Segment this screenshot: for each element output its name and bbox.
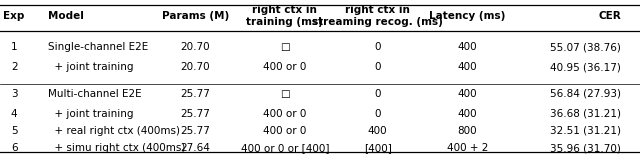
Text: 40.95 (36.17): 40.95 (36.17) <box>550 62 621 72</box>
Text: 400 + 2: 400 + 2 <box>447 143 488 153</box>
Text: 5: 5 <box>11 126 17 136</box>
Text: 400: 400 <box>458 89 477 99</box>
Text: Single-channel E2E: Single-channel E2E <box>48 42 148 52</box>
Text: [400]: [400] <box>364 143 392 153</box>
Text: right ctx in
training (ms): right ctx in training (ms) <box>246 5 323 27</box>
Text: + joint training: + joint training <box>48 109 134 119</box>
Text: Exp: Exp <box>3 11 25 21</box>
Text: Model: Model <box>48 11 84 21</box>
Text: 6: 6 <box>11 143 17 153</box>
Text: □: □ <box>280 89 290 99</box>
Text: 400 or 0 or [400]: 400 or 0 or [400] <box>241 143 329 153</box>
Text: 2: 2 <box>11 62 17 72</box>
Text: 20.70: 20.70 <box>180 62 210 72</box>
Text: 35.96 (31.70): 35.96 (31.70) <box>550 143 621 153</box>
Text: 400 or 0: 400 or 0 <box>263 62 307 72</box>
Text: 36.68 (31.21): 36.68 (31.21) <box>550 109 621 119</box>
Text: 800: 800 <box>458 126 477 136</box>
Text: 0: 0 <box>374 42 381 52</box>
Text: 400 or 0: 400 or 0 <box>263 126 307 136</box>
Text: 0: 0 <box>374 89 381 99</box>
Text: Latency (ms): Latency (ms) <box>429 11 506 21</box>
Text: 27.64: 27.64 <box>180 143 210 153</box>
Text: 3: 3 <box>11 89 17 99</box>
Text: 400: 400 <box>458 109 477 119</box>
Text: 25.77: 25.77 <box>180 126 210 136</box>
Text: 25.77: 25.77 <box>180 109 210 119</box>
Text: Params (M): Params (M) <box>161 11 229 21</box>
Text: 400 or 0: 400 or 0 <box>263 109 307 119</box>
Text: 20.70: 20.70 <box>180 42 210 52</box>
Text: CER: CER <box>598 11 621 21</box>
Text: 400: 400 <box>368 126 387 136</box>
Text: 56.84 (27.93): 56.84 (27.93) <box>550 89 621 99</box>
Text: + real right ctx (400ms): + real right ctx (400ms) <box>48 126 180 136</box>
Text: 0: 0 <box>374 62 381 72</box>
Text: right ctx in
streaming recog. (ms): right ctx in streaming recog. (ms) <box>312 5 443 27</box>
Text: 0: 0 <box>374 109 381 119</box>
Text: + simu right ctx (400ms): + simu right ctx (400ms) <box>48 143 186 153</box>
Text: 400: 400 <box>458 62 477 72</box>
Text: □: □ <box>280 42 290 52</box>
Text: 32.51 (31.21): 32.51 (31.21) <box>550 126 621 136</box>
Text: Multi-channel E2E: Multi-channel E2E <box>48 89 141 99</box>
Text: 25.77: 25.77 <box>180 89 210 99</box>
Text: 4: 4 <box>11 109 17 119</box>
Text: 400: 400 <box>458 42 477 52</box>
Text: 55.07 (38.76): 55.07 (38.76) <box>550 42 621 52</box>
Text: 1: 1 <box>11 42 17 52</box>
Text: + joint training: + joint training <box>48 62 134 72</box>
